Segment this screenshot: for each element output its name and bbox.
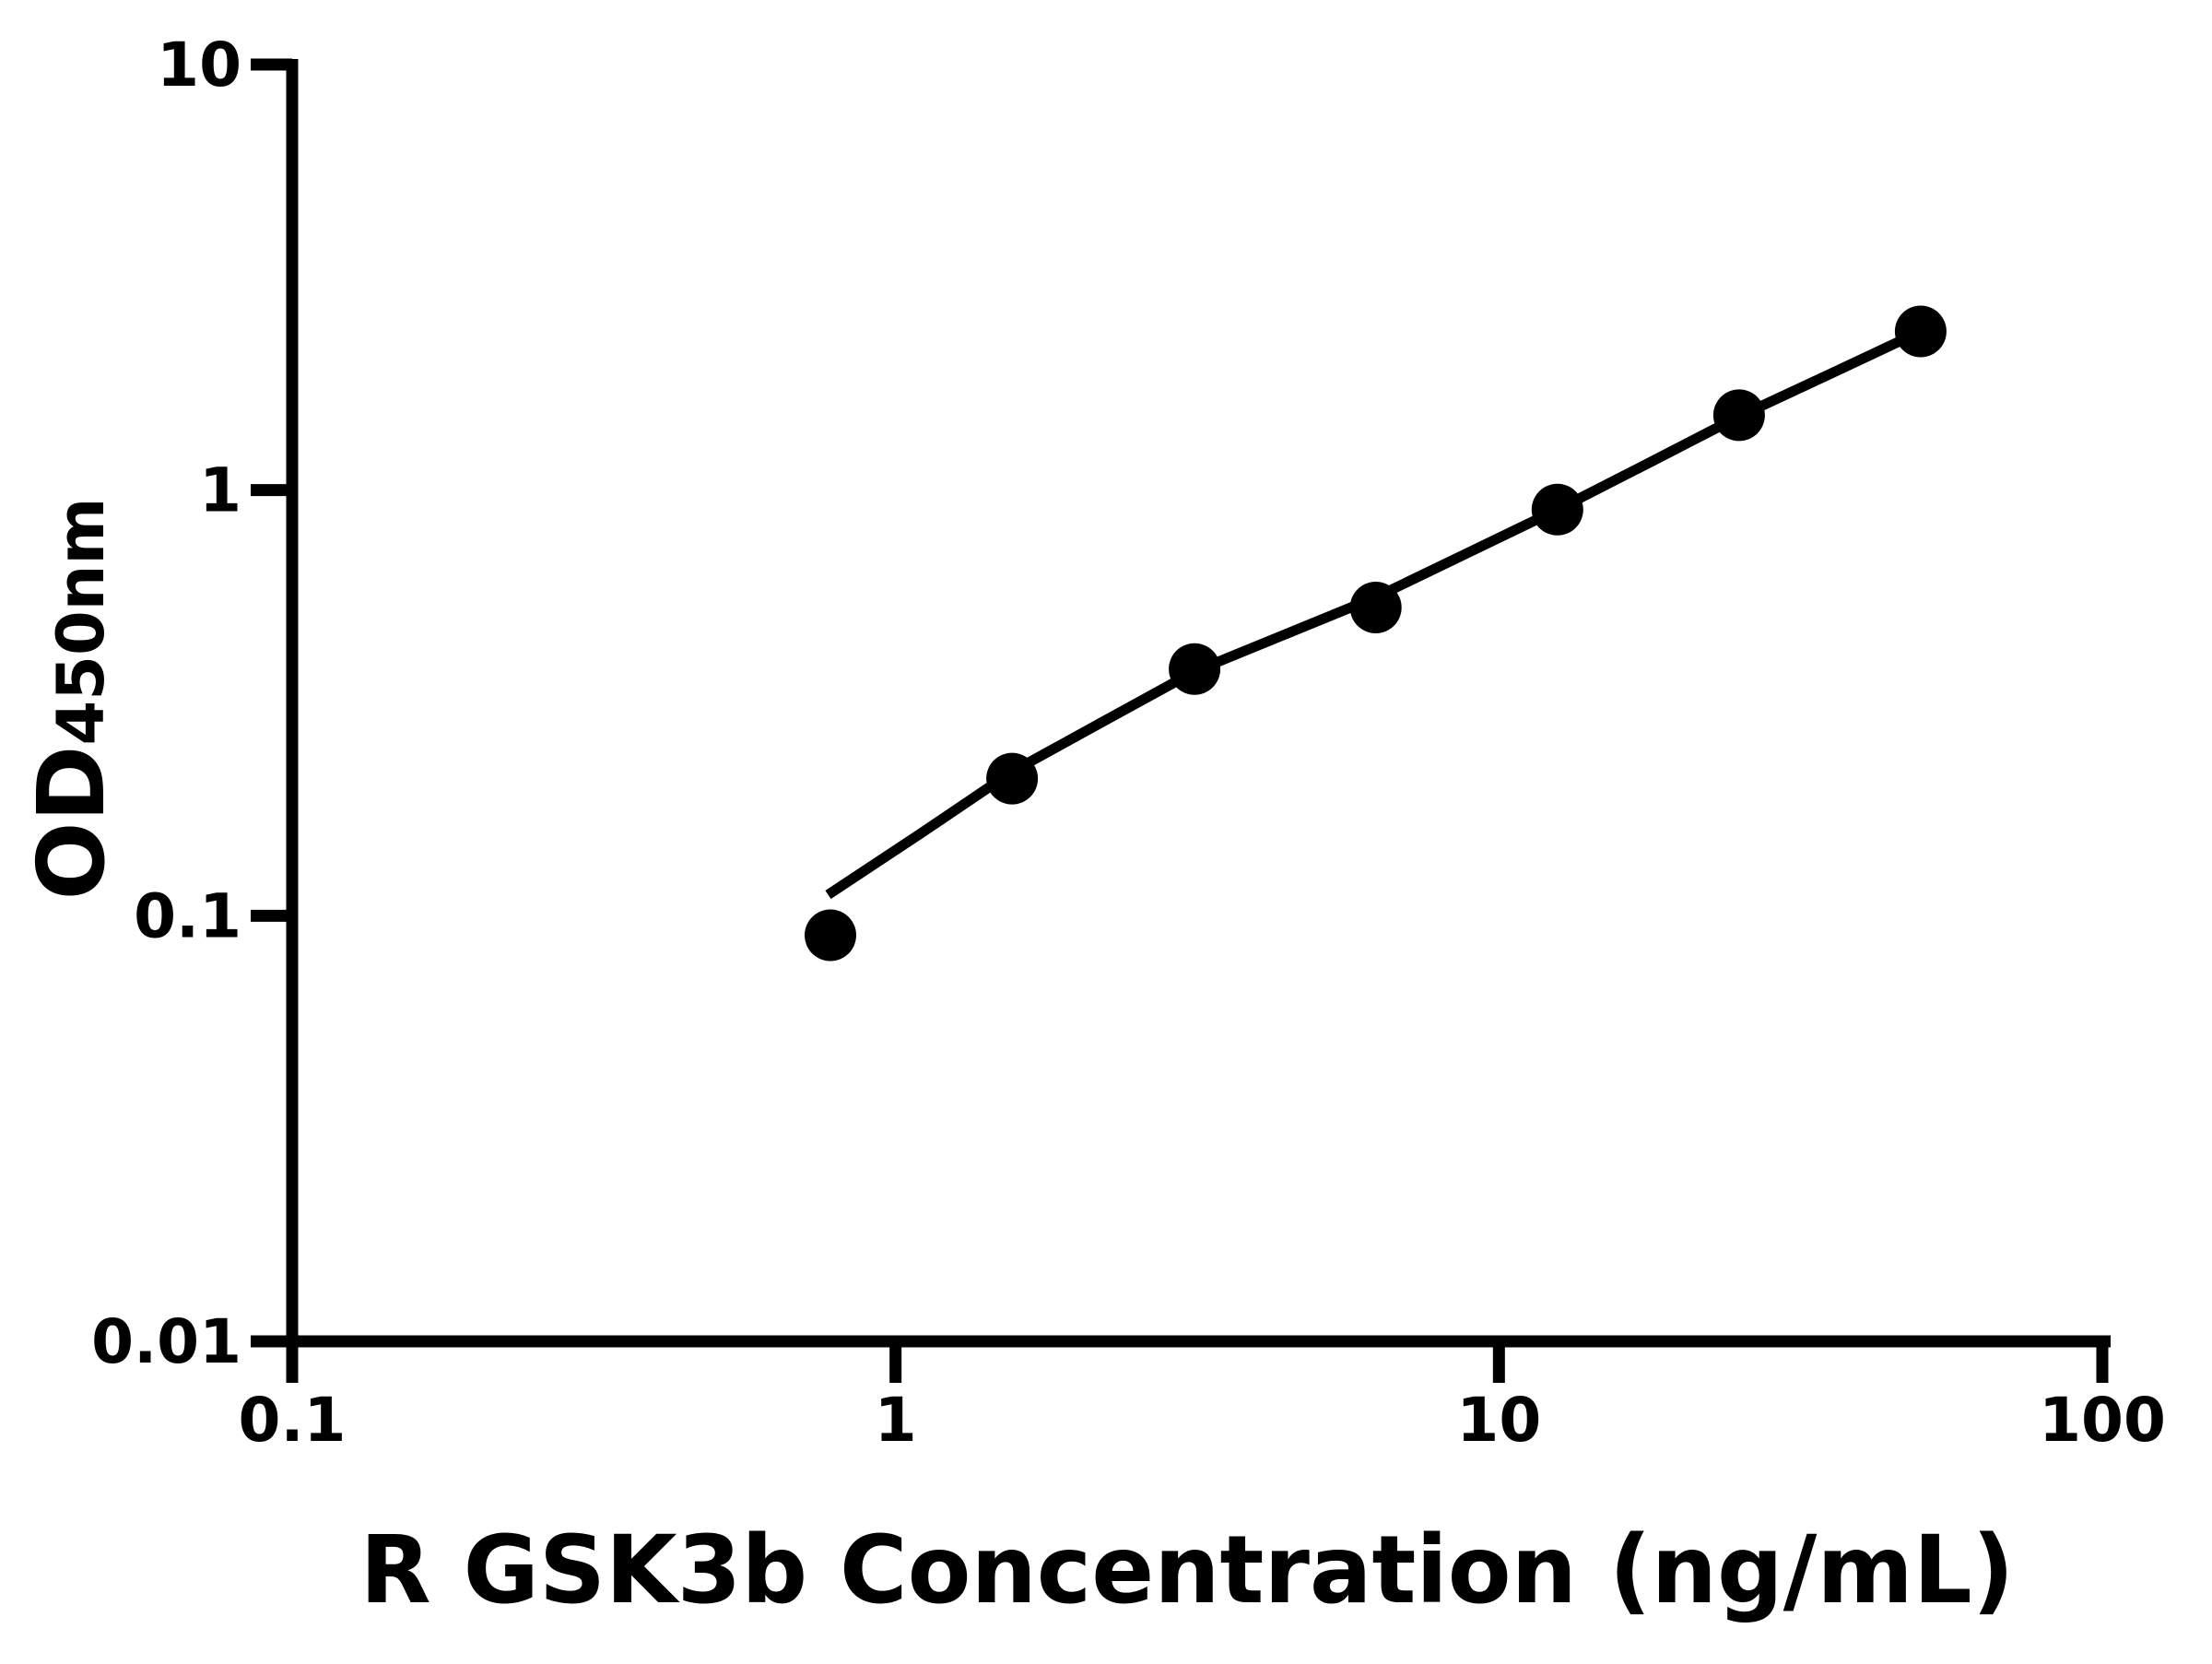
y-axis-title: OD450nm (18, 498, 125, 901)
y-tick-label-0.01: 0.01 (91, 1306, 241, 1377)
x-tick-label-1: 1 (875, 1385, 917, 1456)
x-axis-title: R GSK3b Concentration (ng/mL) (360, 1516, 2015, 1625)
y-axis-tick-labels: 10 1 0.1 0.01 (91, 30, 241, 1377)
data-point-25 (1712, 389, 1765, 442)
data-point-3.13 (1169, 643, 1221, 695)
axes (251, 59, 2111, 1348)
data-point-6.25 (1349, 582, 1402, 633)
y-axis-title-subscript: 450nm (43, 498, 119, 746)
x-tick-label-10: 10 (1456, 1385, 1541, 1456)
x-tick-label-0.1: 0.1 (239, 1385, 347, 1456)
y-tick-label-10: 10 (157, 30, 241, 100)
x-axis-ticks (286, 1341, 2109, 1383)
data-point-50 (1894, 305, 1947, 358)
x-axis-tick-labels: 0.1 1 10 100 (239, 1385, 2166, 1456)
plot-series (805, 305, 1947, 962)
data-point-0.78 (805, 909, 856, 962)
y-axis-title-base: OD (18, 745, 125, 900)
data-point-1.56 (986, 752, 1039, 805)
data-point-12.5 (1531, 483, 1583, 536)
y-tick-label-0.1: 0.1 (134, 880, 241, 951)
y-axis-ticks (251, 58, 292, 1348)
y-tick-label-1: 1 (199, 455, 241, 526)
x-tick-label-100: 100 (2039, 1385, 2166, 1456)
